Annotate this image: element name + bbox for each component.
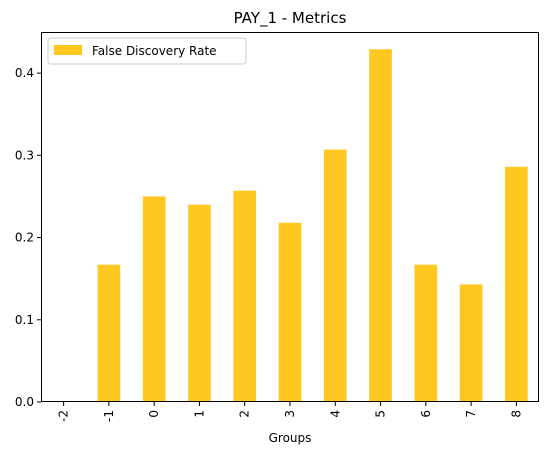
y-tick-label: 0.2 <box>15 231 34 245</box>
x-tick-label: -1 <box>102 410 116 422</box>
legend-label: False Discovery Rate <box>92 44 217 58</box>
x-tick-label: 4 <box>328 410 342 418</box>
plot-frame <box>41 32 539 402</box>
bar-5 <box>369 49 392 403</box>
x-tick-label: 0 <box>147 410 161 418</box>
y-axis: 0.0 0.1 0.2 0.3 0.4 <box>15 66 41 409</box>
bar-8 <box>505 166 528 402</box>
bar-4 <box>323 149 347 402</box>
x-tick-label: 5 <box>374 410 388 418</box>
chart-title: PAY_1 - Metrics <box>234 9 347 28</box>
y-tick-label: 0.0 <box>15 395 34 409</box>
bar-3 <box>278 222 302 402</box>
bar-7 <box>459 284 483 402</box>
x-tick-label: 6 <box>419 410 433 418</box>
x-tick-label: 8 <box>509 410 523 418</box>
bar-2 <box>233 190 257 402</box>
legend-swatch <box>54 45 82 55</box>
x-axis-label: Groups <box>269 431 312 445</box>
x-tick-label: -2 <box>57 410 71 422</box>
bar-0 <box>142 196 166 402</box>
y-tick-label: 0.3 <box>15 148 34 162</box>
x-tick-label: 1 <box>192 410 206 418</box>
bar-1 <box>188 204 211 402</box>
x-tick-label: 7 <box>464 410 478 418</box>
legend-box <box>47 37 247 65</box>
y-tick-label: 0.4 <box>15 66 34 80</box>
x-axis: -2 -1 0 1 2 3 4 5 6 7 8 <box>57 402 523 422</box>
bars-group <box>97 49 528 403</box>
x-tick-label: 3 <box>283 410 297 418</box>
x-tick-label: 2 <box>238 410 252 418</box>
bar-6 <box>414 264 438 402</box>
bar--1 <box>97 264 121 402</box>
legend: False Discovery Rate <box>47 37 247 65</box>
y-tick-label: 0.1 <box>15 313 34 327</box>
